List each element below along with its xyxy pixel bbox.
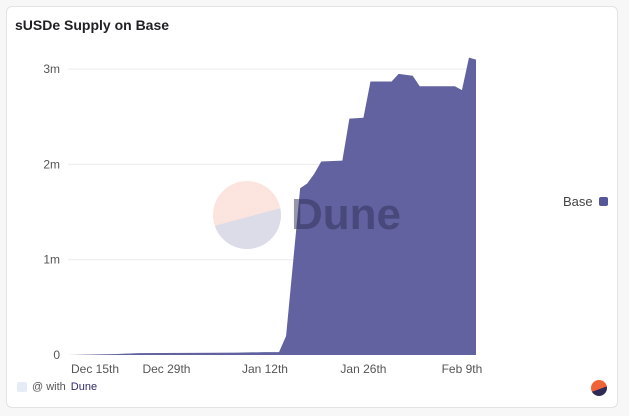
x-tick-label: Dec 29th (142, 362, 190, 376)
y-tick-label: 0 (53, 348, 60, 362)
y-tick-label: 2m (43, 157, 60, 171)
avatar (17, 382, 27, 392)
y-tick-label: 3m (43, 62, 60, 76)
dune-logo-icon[interactable] (591, 380, 607, 396)
chart-card: sUSDe Supply on Base 0 1m 2m 3m Dec 15th Dec … (6, 6, 618, 408)
credit: @ with Dune (17, 381, 97, 393)
x-tick-label: Jan 12th (242, 362, 288, 376)
series-area-base (68, 57, 476, 355)
area-chart: 0 1m 2m 3m Dec 15th Dec 29th Jan 12th Jan 26th F… (43, 57, 483, 376)
legend-swatch (598, 197, 608, 206)
x-tick-label: Jan 26th (340, 362, 386, 376)
credit-brand-link[interactable]: Dune (70, 381, 98, 393)
x-tick-label: Feb 9th (442, 362, 483, 376)
legend-label: Base (563, 194, 593, 209)
chart-title: sUSDe Supply on Base (15, 17, 170, 33)
x-tick-label: Dec 15th (71, 362, 119, 376)
credit-prefix: @ with (32, 381, 66, 393)
y-tick-label: 1m (43, 253, 60, 267)
legend[interactable]: Base (563, 194, 608, 209)
